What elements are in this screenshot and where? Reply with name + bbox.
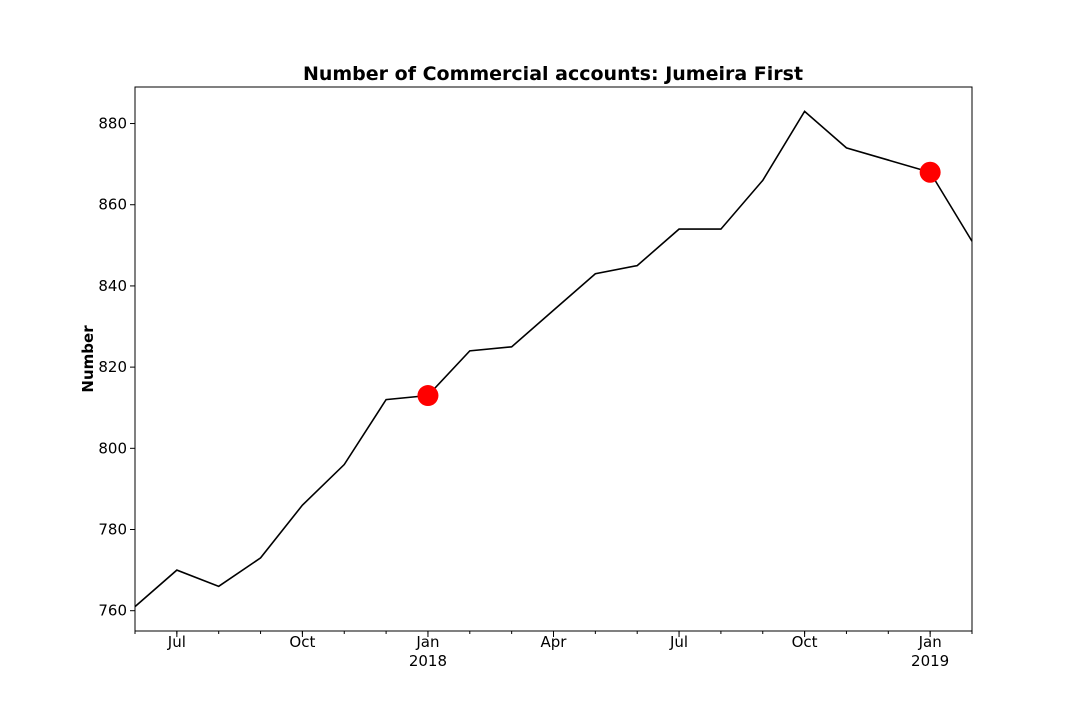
highlight-point	[417, 385, 439, 407]
x-tick-label: Jan	[918, 633, 942, 651]
y-axis-label: Number	[79, 325, 97, 393]
y-tick-label: 780	[98, 521, 127, 539]
series-line	[134, 110, 973, 608]
x-tick-label: Jan	[415, 633, 439, 651]
x-tick-label: Oct	[289, 633, 315, 651]
x-tick-label: Apr	[541, 633, 568, 651]
x-tick-year-label: 2019	[911, 652, 949, 670]
y-tick-label: 880	[98, 115, 127, 133]
chart-title: Number of Commercial accounts: Jumeira F…	[303, 63, 803, 85]
x-tick-label: Jul	[167, 633, 186, 651]
highlight-point	[919, 161, 941, 183]
x-tick-label: Oct	[792, 633, 818, 651]
y-tick-label: 800	[98, 439, 127, 457]
x-tick-label: Jul	[669, 633, 688, 651]
y-tick-label: 840	[98, 277, 127, 295]
y-tick-label: 760	[98, 602, 127, 620]
x-tick-year-label: 2018	[409, 652, 447, 670]
y-tick-label: 860	[98, 196, 127, 214]
y-tick-label: 820	[98, 358, 127, 376]
